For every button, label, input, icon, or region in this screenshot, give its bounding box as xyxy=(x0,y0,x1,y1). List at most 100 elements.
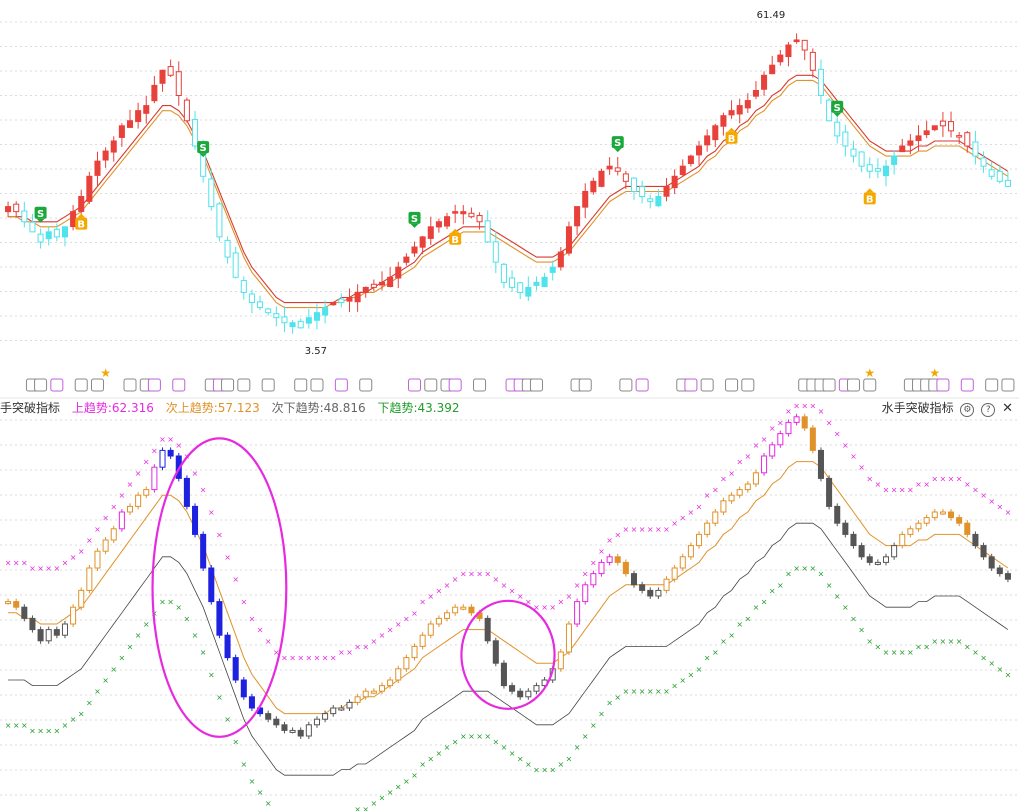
up-trend-marker: × xyxy=(598,547,605,556)
legend-up-trend: 上趋势:62.316 xyxy=(71,401,154,415)
candle-body xyxy=(289,322,296,328)
event-marker xyxy=(408,378,422,392)
help-icon[interactable]: ? xyxy=(981,403,996,417)
up-trend-marker: × xyxy=(62,558,69,567)
up-trend-marker: × xyxy=(346,648,353,657)
settings-icon[interactable]: ⚙ xyxy=(960,403,975,417)
candle-body xyxy=(817,68,824,97)
indicator-bars xyxy=(5,413,1011,739)
down-trend-marker: × xyxy=(395,782,402,791)
indicator-bar xyxy=(647,589,654,597)
event-marker xyxy=(684,378,698,392)
indicator-name: 手突破指标 xyxy=(0,401,61,415)
indicator-bar xyxy=(679,556,686,569)
up-trend-marker: × xyxy=(842,441,849,450)
candle-body xyxy=(663,185,670,197)
down-trend-marker: × xyxy=(988,659,995,668)
down-trend-marker: × xyxy=(216,693,223,702)
signal-arrow xyxy=(727,127,736,132)
indicator-bar xyxy=(313,718,320,726)
indicator-bar xyxy=(460,606,467,610)
candle-body xyxy=(362,286,369,293)
event-strip: ★ ★ ★ xyxy=(25,366,1015,392)
indicator-bar xyxy=(671,567,678,580)
legend-down-trend: 下趋势:43.392 xyxy=(377,401,460,415)
down-trend-marker: × xyxy=(403,777,410,786)
up-trend-marker: × xyxy=(419,598,426,607)
candle-body xyxy=(61,226,68,238)
indicator-bar xyxy=(606,556,613,563)
close-icon[interactable]: ✕ xyxy=(1002,401,1013,416)
signal-label-S: S xyxy=(37,209,44,220)
signal-box-S xyxy=(408,211,421,224)
indicator-bar xyxy=(704,522,711,535)
candle-body xyxy=(354,291,361,303)
up-trend-marker: × xyxy=(517,592,524,601)
down-trend-marker: × xyxy=(379,794,386,803)
down-trend-marker: × xyxy=(866,637,873,646)
candle-body xyxy=(126,120,134,128)
candle-body xyxy=(460,211,467,215)
up-trend-marker: × xyxy=(289,654,296,663)
up-trend-marker: × xyxy=(37,564,44,573)
signal-arrow xyxy=(77,213,86,218)
down-trend-marker: × xyxy=(671,682,678,691)
star-icon: ★ xyxy=(929,366,940,380)
indicator-bar xyxy=(13,601,20,608)
star-icon: ★ xyxy=(100,366,111,380)
down-trend-marker: × xyxy=(460,732,467,741)
up-trend-marker: × xyxy=(224,553,231,562)
candle-body xyxy=(533,281,540,286)
down-trend-marker: × xyxy=(143,620,150,629)
indicator-bar xyxy=(135,494,142,507)
up-trend-marker: × xyxy=(53,564,60,573)
down-trend-marker: × xyxy=(590,721,597,730)
event-marker xyxy=(529,378,543,392)
down-trend-marker: × xyxy=(541,766,548,775)
candle-body xyxy=(687,155,694,165)
up-trend-marker: × xyxy=(907,486,914,495)
up-trend-marker: × xyxy=(232,575,239,584)
candle-body xyxy=(858,151,865,167)
indicator-bar xyxy=(996,567,1003,575)
down-trend-marker: × xyxy=(631,687,638,696)
down-trend-marker: × xyxy=(419,760,426,769)
down-trend-marker: × xyxy=(582,732,589,741)
indicator-bar xyxy=(956,517,963,524)
indicator-bar xyxy=(500,662,507,687)
up-trend-marker: × xyxy=(875,480,882,489)
candlesticks xyxy=(5,33,1011,334)
indicator-bar xyxy=(338,707,345,711)
down-trend-marker: × xyxy=(509,749,516,758)
indicator-bar xyxy=(517,690,524,698)
event-marker xyxy=(221,378,235,392)
up-trend-marker: × xyxy=(1005,508,1012,517)
up-trend-marker: × xyxy=(996,502,1003,511)
down-trend-marker: × xyxy=(777,581,784,590)
up-trend-marker: × xyxy=(858,463,865,472)
down-trend-marker: × xyxy=(362,805,369,811)
indicator-bar xyxy=(509,685,516,692)
indicator-bar xyxy=(939,511,946,515)
down-trend-marker: × xyxy=(411,771,418,780)
up-trend-marker: × xyxy=(110,502,117,511)
indicator-bar xyxy=(931,511,938,519)
indicator-bar xyxy=(980,545,987,558)
down-trend-marker: × xyxy=(809,564,816,573)
up-trend-marker: × xyxy=(736,458,743,467)
candle-body xyxy=(313,312,320,321)
up-trend-marker: × xyxy=(143,458,150,467)
candle-body xyxy=(891,155,898,165)
indicator-bar xyxy=(354,696,361,703)
price-high-label: 61.49 xyxy=(757,10,786,21)
event-marker xyxy=(635,378,649,392)
event-marker xyxy=(619,378,633,392)
candle-body xyxy=(996,170,1003,182)
candle-body xyxy=(939,120,946,127)
indicator-bar xyxy=(614,556,621,563)
up-trend-marker: × xyxy=(436,586,443,595)
indicator-bar xyxy=(761,455,768,474)
indicator-bar xyxy=(622,561,629,575)
up-trend-marker: × xyxy=(704,491,711,500)
